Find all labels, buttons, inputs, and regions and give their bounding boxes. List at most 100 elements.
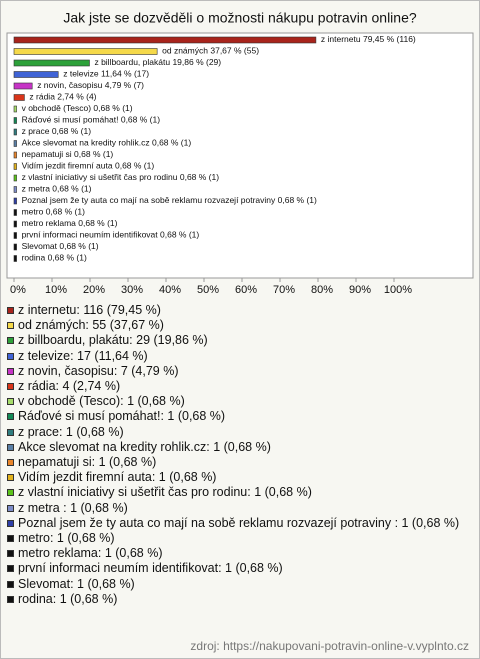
bar-label-category: první informaci neumím identifikovat <box>22 230 159 240</box>
legend-label: z rádia: 4 (2,74 %) <box>18 379 121 394</box>
legend-label: z billboardu, plakátu: 29 (19,86 %) <box>18 333 208 348</box>
legend-swatch <box>7 367 14 375</box>
bar <box>13 105 17 113</box>
bar-label: metro reklama 0,68 % (1) <box>22 218 118 228</box>
x-tick-label: 80% <box>311 284 333 296</box>
legend-item: metro: 1 (0,68 %) <box>7 531 469 546</box>
legend-label: z televize: 17 (11,64 %) <box>18 348 148 363</box>
bar-label-value: 0,68 % (1) <box>93 103 132 113</box>
legend-swatch <box>7 489 14 497</box>
bar-label: z novin, časopisu 4,79 % (7) <box>37 80 144 90</box>
bar <box>13 255 17 262</box>
bar-label-value: 79,45 % (116) <box>363 34 416 44</box>
bar-label-value: 0,68 % (1) <box>160 230 199 240</box>
legend-label: z prace: 1 (0,68 %) <box>18 424 124 439</box>
x-tick-label: 100% <box>384 284 412 296</box>
bar-label: metro 0,68 % (1) <box>22 207 85 217</box>
bar-label-category: Poznal jsem že ty auta co mají na sobě r… <box>22 195 278 205</box>
bar-label: nepamatuji si 0,68 % (1) <box>22 149 114 159</box>
chart: Jak jste se dozvěděli o možnosti nákupu … <box>6 10 474 296</box>
legend-label: první informaci neumím identifikovat: 1 … <box>18 561 283 576</box>
legend-swatch <box>7 398 14 406</box>
legend-item: z metra : 1 (0,68 %) <box>7 501 469 516</box>
plot-area <box>6 32 474 279</box>
bar-label-category: z vlastní iniciativy si ušetřit čas pro … <box>22 172 178 182</box>
bar <box>13 174 17 182</box>
legend-item: z rádia: 4 (2,74 %) <box>7 379 469 394</box>
bar-label: z vlastní iniciativy si ušetřit čas pro … <box>22 172 220 182</box>
legend-item: z novin, časopisu: 7 (4,79 %) <box>7 364 469 379</box>
legend-label: Slevomat: 1 (0,68 %) <box>18 576 135 591</box>
bar-label-value: 0,68 % (1) <box>59 241 98 251</box>
bar <box>13 71 59 78</box>
legend-swatch <box>7 428 14 436</box>
bar-label: Ráďové si musí pomáhat! 0,68 % (1) <box>22 115 161 125</box>
bar-label-value: 0,68 % (1) <box>152 138 191 148</box>
legend-label: Poznal jsem že ty auta co mají na sobě r… <box>18 515 460 530</box>
legend: z internetu: 116 (79,45 %) od známých: 55… <box>7 303 469 607</box>
legend-swatch <box>7 504 14 512</box>
bar-label-value: 37,67 % (55) <box>210 46 259 56</box>
bar-label-value: 0,68 % (1) <box>78 218 117 228</box>
bar-label-category: z televize <box>63 69 99 79</box>
legend-item: Akce slevomat na kredity rohlik.cz: 1 (0… <box>7 440 469 455</box>
bar-label: první informaci neumím identifikovat 0,6… <box>22 230 200 240</box>
bar <box>13 94 25 101</box>
bar <box>13 59 90 67</box>
legend-item: Poznal jsem že ty auta co mají na sobě r… <box>7 516 469 531</box>
legend-swatch <box>7 565 14 573</box>
bar-label-category: z billboardu, plakátu <box>94 57 170 67</box>
bar <box>13 232 17 239</box>
legend-item: rodina: 1 (0,68 %) <box>7 592 469 607</box>
legend-item: Slevomat: 1 (0,68 %) <box>7 577 469 592</box>
bar <box>13 117 17 124</box>
legend-swatch <box>7 519 14 527</box>
bar-label-value: 0,68 % (1) <box>278 195 317 205</box>
legend-swatch <box>7 337 14 345</box>
bar <box>13 220 17 228</box>
bar-label: rodina 0,68 % (1) <box>22 253 87 263</box>
legend-item: od známých: 55 (37,67 %) <box>7 318 469 333</box>
bar-label: z metra 0,68 % (1) <box>22 184 92 194</box>
bar <box>13 36 317 44</box>
bar <box>13 197 17 205</box>
x-tick-label: 40% <box>159 284 181 296</box>
bar-label: z prace 0,68 % (1) <box>22 126 92 136</box>
legend-swatch <box>7 383 14 391</box>
legend-item: z billboardu, plakátu: 29 (19,86 %) <box>7 333 469 348</box>
bar-label: Slevomat 0,68 % (1) <box>22 241 99 251</box>
bar <box>13 82 33 90</box>
legend-label: metro: 1 (0,68 %) <box>18 531 115 546</box>
bar-label-value: 0,68 % (1) <box>46 207 85 217</box>
bar-label-value: 2,74 % (4) <box>57 92 96 102</box>
source: zdroj: https://nakupovani-potravin-onlin… <box>190 639 469 653</box>
bar-label-value: 0,68 % (1) <box>48 253 87 263</box>
bar-label-value: 0,68 % (1) <box>52 126 91 136</box>
chart-title: Jak jste se dozvěděli o možnosti nákupu … <box>63 10 417 26</box>
legend-item: Vidím jezdit firemní auta: 1 (0,68 %) <box>7 470 469 485</box>
legend-label: z vlastní iniciativy si ušetřit čas pro … <box>18 485 312 500</box>
bar-label: Vidím jezdit firemní auta 0,68 % (1) <box>22 161 155 171</box>
legend-label: rodina: 1 (0,68 %) <box>18 591 118 606</box>
bar-label-value: 4,79 % (7) <box>105 80 144 90</box>
legend-swatch <box>7 322 14 330</box>
legend-item: z prace: 1 (0,68 %) <box>7 425 469 440</box>
bar-label-value: 0,68 % (1) <box>52 184 91 194</box>
legend-label: z metra : 1 (0,68 %) <box>18 500 128 515</box>
bar-label: Poznal jsem že ty auta co mají na sobě r… <box>22 195 317 205</box>
legend-item: Ráďové si musí pomáhat!: 1 (0,68 %) <box>7 409 469 424</box>
legend-swatch <box>7 352 14 360</box>
bar <box>13 140 17 147</box>
bar-label: z billboardu, plakátu 19,86 % (29) <box>94 57 221 67</box>
bar-label: od známých 37,67 % (55) <box>162 46 259 56</box>
legend-swatch <box>7 307 14 314</box>
legend-swatch <box>7 595 14 603</box>
legend-label: metro reklama: 1 (0,68 %) <box>18 546 163 561</box>
legend-label: v obchodě (Tesco): 1 (0,68 %) <box>18 394 185 409</box>
bar <box>13 186 17 193</box>
bar-label: z televize 11,64 % (17) <box>63 69 149 79</box>
legend-label: Ráďové si musí pomáhat!: 1 (0,68 %) <box>18 409 226 424</box>
legend-label: nepamatuji si: 1 (0,68 %) <box>18 455 157 470</box>
bar-label-category: metro <box>22 207 44 217</box>
bar-label-category: Akce slevomat na kredity rohlik.cz <box>22 138 150 148</box>
